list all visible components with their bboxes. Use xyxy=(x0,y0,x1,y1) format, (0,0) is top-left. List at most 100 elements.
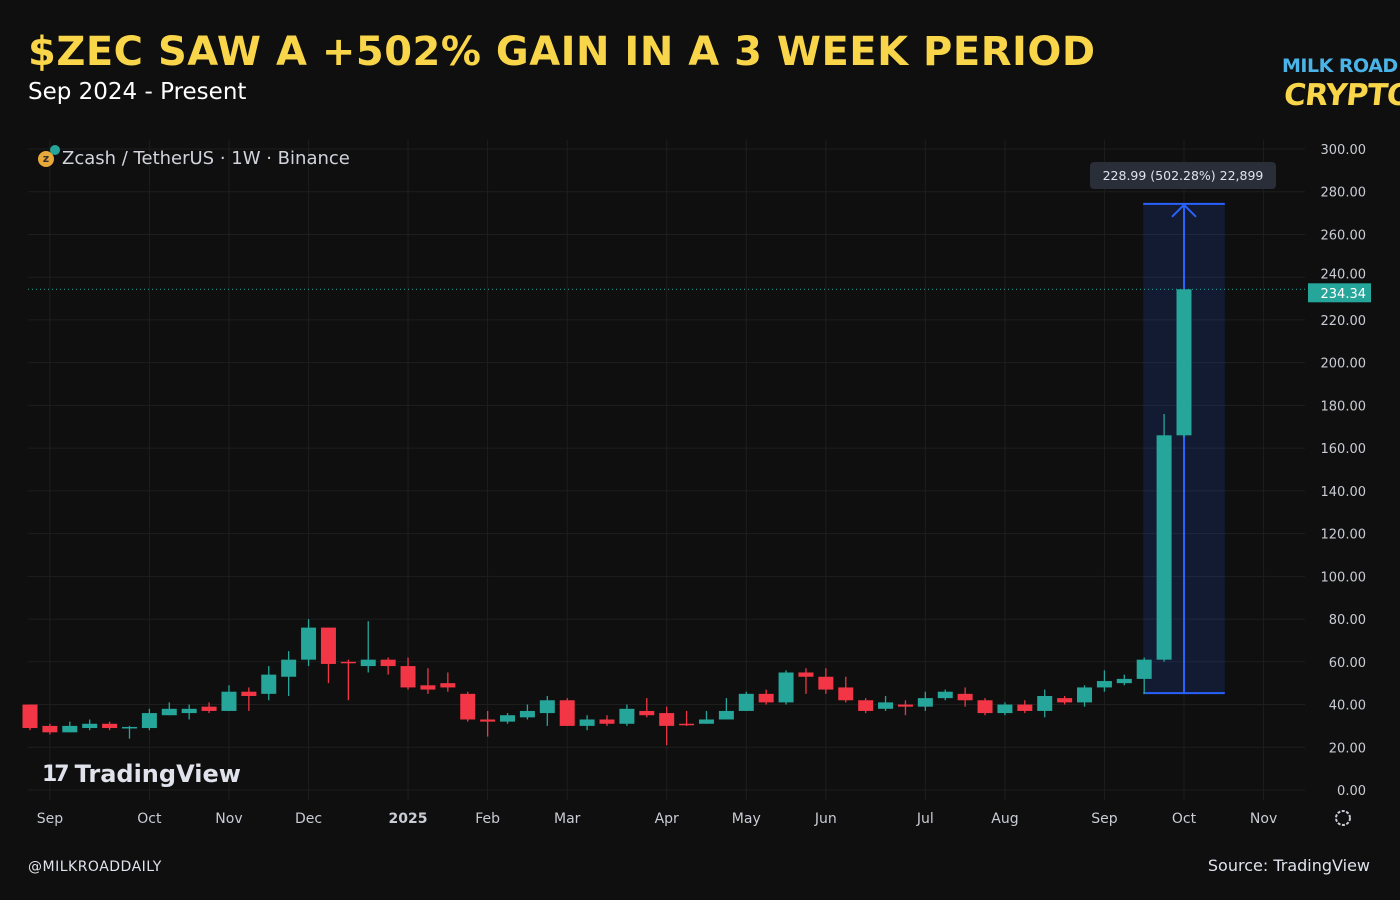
time-axis-label: Sep xyxy=(37,811,64,827)
candle-down xyxy=(957,693,973,701)
candle-down xyxy=(320,627,336,664)
candle-down xyxy=(599,719,615,724)
candle-up xyxy=(301,627,317,660)
candle-up xyxy=(281,659,297,677)
candle-up xyxy=(738,693,754,711)
price-axis-label: 140.00 xyxy=(1321,485,1367,500)
candle-down xyxy=(838,687,854,701)
price-axis-label: 280.00 xyxy=(1321,186,1367,201)
candle-down xyxy=(897,704,913,707)
candle-up xyxy=(917,698,933,707)
price-axis-label: 180.00 xyxy=(1321,399,1367,414)
candle-up xyxy=(1077,687,1093,703)
time-axis-label: Feb xyxy=(475,811,500,827)
candle-up xyxy=(698,719,714,724)
candle-down xyxy=(480,719,496,722)
candle-up xyxy=(360,659,376,667)
time-axis-label: Nov xyxy=(1250,811,1277,827)
candle-down xyxy=(102,723,118,729)
footer-handle: @MILKROADDAILY xyxy=(28,859,162,875)
candle-up xyxy=(1116,678,1132,684)
settings-gear-icon[interactable] xyxy=(1335,810,1351,826)
price-axis-label: 20.00 xyxy=(1329,741,1366,756)
candle-down xyxy=(798,672,814,677)
price-axis-label: 200.00 xyxy=(1321,357,1367,372)
candle-up xyxy=(161,708,177,716)
candle-up xyxy=(778,672,794,703)
price-axis-label: 40.00 xyxy=(1329,699,1366,714)
candle-up xyxy=(181,708,197,714)
candle-down xyxy=(977,700,993,714)
candle-down xyxy=(460,693,476,720)
candle-down xyxy=(241,691,257,696)
candle-up xyxy=(1136,659,1152,679)
candle-up xyxy=(937,691,953,699)
candle-down xyxy=(659,713,675,726)
price-axis-label: 60.00 xyxy=(1329,656,1366,671)
last-price-badge xyxy=(1308,283,1371,303)
zcash-coin-icon: z xyxy=(38,144,60,167)
page-subtitle: Sep 2024 - Present xyxy=(28,79,247,105)
milk-road-crypto-logo: MILK ROAD CRYPTO xyxy=(1282,24,1400,124)
candle-up xyxy=(1176,289,1192,436)
candle-down xyxy=(559,700,575,726)
candle-down xyxy=(400,666,416,688)
candle-down xyxy=(22,704,38,729)
time-axis-label: Aug xyxy=(991,811,1018,827)
price-axis-label: 100.00 xyxy=(1321,570,1367,585)
time-axis-label: Dec xyxy=(295,811,322,827)
price-axis-label: 260.00 xyxy=(1321,228,1367,243)
candle-down xyxy=(1017,704,1033,711)
price-axis-label: 240.00 xyxy=(1321,267,1367,282)
tradingview-text: TradingView xyxy=(74,760,241,788)
candle-up xyxy=(261,674,277,694)
candle-up xyxy=(718,710,734,720)
candle-up xyxy=(1096,681,1112,688)
candle-up xyxy=(1156,435,1172,660)
time-axis-label: Oct xyxy=(1172,811,1197,827)
candle-up xyxy=(1037,695,1053,711)
time-axis-label: Jun xyxy=(814,811,837,827)
symbol-label: Zcash / TetherUS · 1W · Binance xyxy=(62,148,350,169)
candle-up xyxy=(878,702,894,709)
price-axis-label: 160.00 xyxy=(1321,442,1367,457)
candle-up xyxy=(121,726,137,729)
candle-down xyxy=(420,685,436,690)
candle-down xyxy=(758,693,774,703)
measure-label-box xyxy=(1090,162,1276,189)
candle-down xyxy=(818,676,834,690)
candle-down xyxy=(858,700,874,711)
candle-up xyxy=(619,708,635,724)
candle-down xyxy=(380,659,396,667)
logo-text-top: MILK ROAD xyxy=(1282,55,1398,77)
candle-up xyxy=(519,710,535,718)
symbol-legend[interactable]: z Zcash / TetherUS · 1W · Binance xyxy=(38,144,350,169)
candle-up xyxy=(579,719,595,726)
candle-down xyxy=(42,725,58,733)
price-axis-label: 300.00 xyxy=(1321,143,1367,158)
tradingview-logo-icon: 17 xyxy=(42,761,70,787)
measure-label: 228.99 (502.28%) 22,899 xyxy=(1103,168,1264,183)
candle-down xyxy=(639,710,655,716)
candle-up xyxy=(997,704,1013,714)
last-price-label: 234.34 xyxy=(1321,287,1367,302)
candle-up xyxy=(539,700,555,714)
time-axis-label: 2025 xyxy=(389,811,428,827)
candle-down xyxy=(1057,698,1073,703)
candle-up xyxy=(82,723,98,729)
price-axis-label: 80.00 xyxy=(1329,613,1366,628)
time-axis-label: Nov xyxy=(215,811,242,827)
candle-up xyxy=(141,713,157,729)
candle-up xyxy=(221,691,237,711)
price-axis-label: 120.00 xyxy=(1321,528,1367,543)
candle-down xyxy=(440,683,456,688)
time-axis-label: Sep xyxy=(1091,811,1118,827)
candle-up xyxy=(62,725,78,733)
candle-down xyxy=(201,706,217,711)
candle-up xyxy=(500,715,516,722)
tradingview-watermark: 17 TradingView xyxy=(42,760,241,788)
time-axis-label: May xyxy=(732,811,761,827)
time-axis-label: Jul xyxy=(916,811,934,827)
time-axis-label: Oct xyxy=(137,811,162,827)
